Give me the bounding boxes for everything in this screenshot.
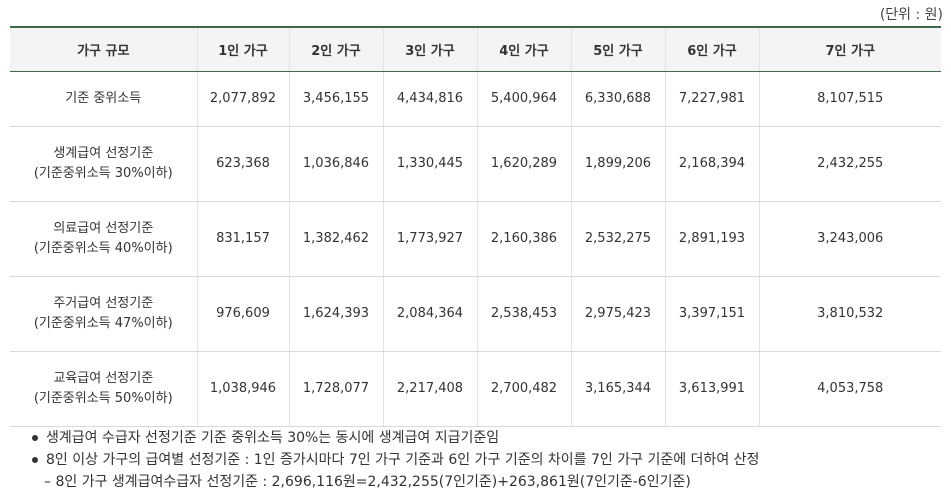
row-label-text: 교육급여 선정기준 (53, 371, 154, 386)
table-cell: 3,165,344 (570, 351, 665, 427)
footnote-subitem: – 8인 가구 생계급여수급자 선정기준 : 2,696,116원=2,432,… (44, 474, 691, 490)
table-cell: 3,397,151 (664, 276, 759, 352)
header-6-person: 6인 가구 (664, 26, 759, 72)
table-cell: 2,160,386 (476, 201, 571, 277)
table-cell: 1,330,445 (382, 126, 477, 202)
header-2-person: 2인 가구 (288, 26, 383, 72)
header-1-person: 1인 가구 (196, 26, 289, 72)
table-cell: 3,456,155 (288, 71, 383, 127)
table-cell: 2,532,275 (570, 201, 665, 277)
row-label-text: 생계급여 선정기준 (53, 146, 154, 161)
table-cell: 6,330,688 (570, 71, 665, 127)
table-cell: 5,400,964 (476, 71, 571, 127)
table-cell: 2,700,482 (476, 351, 571, 427)
table-cell: 2,538,453 (476, 276, 571, 352)
row-label-text: 의료급여 선정기준 (53, 221, 154, 236)
unit-label: (단위 : 원) (879, 7, 943, 23)
row-label-subtext: (기준중위소득 47%이하) (33, 316, 173, 331)
row-label: 기준 중위소득 (10, 71, 197, 127)
footnote-text: 8인 이상 가구의 급여별 선정기준 : 1인 증가시마다 7인 가구 기준과 … (46, 452, 760, 468)
table-row: 기준 중위소득 2,077,892 3,456,155 4,434,816 5,… (10, 71, 941, 127)
table-cell: 1,899,206 (570, 126, 665, 202)
footnote-item: 8인 이상 가구의 급여별 선정기준 : 1인 증가시마다 7인 가구 기준과 … (32, 449, 759, 471)
table-cell: 2,168,394 (664, 126, 759, 202)
header-3-person: 3인 가구 (382, 26, 477, 72)
table-row: 주거급여 선정기준 (기준중위소득 47%이하) 976,609 1,624,39… (10, 276, 941, 352)
table-cell: 4,434,816 (382, 71, 477, 127)
bullet-icon (32, 457, 38, 463)
table-cell: 1,728,077 (288, 351, 383, 427)
table-row: 생계급여 선정기준 (기준중위소득 30%이하) 623,368 1,036,84… (10, 126, 941, 202)
income-standard-table: 가구 규모 1인 가구 2인 가구 3인 가구 4인 가구 5인 가구 6인 가… (10, 26, 941, 427)
table-cell: 7,227,981 (664, 71, 759, 127)
table-cell: 1,038,946 (196, 351, 289, 427)
table-cell: 3,243,006 (758, 201, 941, 277)
row-label-text: 주거급여 선정기준 (53, 296, 154, 311)
table-cell: 3,810,532 (758, 276, 941, 352)
table-cell: 831,157 (196, 201, 289, 277)
bullet-icon (32, 435, 38, 441)
table-cell: 1,624,393 (288, 276, 383, 352)
row-label-text: 기준 중위소득 (65, 91, 142, 106)
table-cell: 8,107,515 (758, 71, 941, 127)
row-label: 교육급여 선정기준 (기준중위소득 50%이하) (10, 351, 197, 427)
table-cell: 3,613,991 (664, 351, 759, 427)
header-4-person: 4인 가구 (476, 26, 571, 72)
header-5-person: 5인 가구 (570, 26, 665, 72)
header-household-size: 가구 규모 (10, 26, 197, 72)
row-label: 생계급여 선정기준 (기준중위소득 30%이하) (10, 126, 197, 202)
table-cell: 4,053,758 (758, 351, 941, 427)
table-cell: 1,382,462 (288, 201, 383, 277)
header-7-person: 7인 가구 (758, 26, 941, 72)
table-cell: 1,620,289 (476, 126, 571, 202)
table-cell: 623,368 (196, 126, 289, 202)
table-cell: 2,891,193 (664, 201, 759, 277)
table-cell: 2,432,255 (758, 126, 941, 202)
row-label: 주거급여 선정기준 (기준중위소득 47%이하) (10, 276, 197, 352)
table-cell: 1,773,927 (382, 201, 477, 277)
row-label-subtext: (기준중위소득 30%이하) (33, 166, 173, 181)
row-label-subtext: (기준중위소득 50%이하) (33, 391, 173, 406)
table-cell: 1,036,846 (288, 126, 383, 202)
table-row: 교육급여 선정기준 (기준중위소득 50%이하) 1,038,946 1,728,… (10, 351, 941, 427)
table-cell: 976,609 (196, 276, 289, 352)
table-cell: 2,084,364 (382, 276, 477, 352)
footnote-text: 생계급여 수급자 선정기준 기준 중위소득 30%는 동시에 생계급여 지급기준… (46, 430, 500, 446)
table-header-row: 가구 규모 1인 가구 2인 가구 3인 가구 4인 가구 5인 가구 6인 가… (10, 26, 941, 72)
footnote-item: 생계급여 수급자 선정기준 기준 중위소득 30%는 동시에 생계급여 지급기준… (32, 427, 759, 449)
footnotes: 생계급여 수급자 선정기준 기준 중위소득 30%는 동시에 생계급여 지급기준… (32, 427, 759, 493)
table-cell: 2,217,408 (382, 351, 477, 427)
row-label: 의료급여 선정기준 (기준중위소득 40%이하) (10, 201, 197, 277)
table-row: 의료급여 선정기준 (기준중위소득 40%이하) 831,157 1,382,46… (10, 201, 941, 277)
table-cell: 2,077,892 (196, 71, 289, 127)
table-cell: 2,975,423 (570, 276, 665, 352)
row-label-subtext: (기준중위소득 40%이하) (33, 241, 173, 256)
